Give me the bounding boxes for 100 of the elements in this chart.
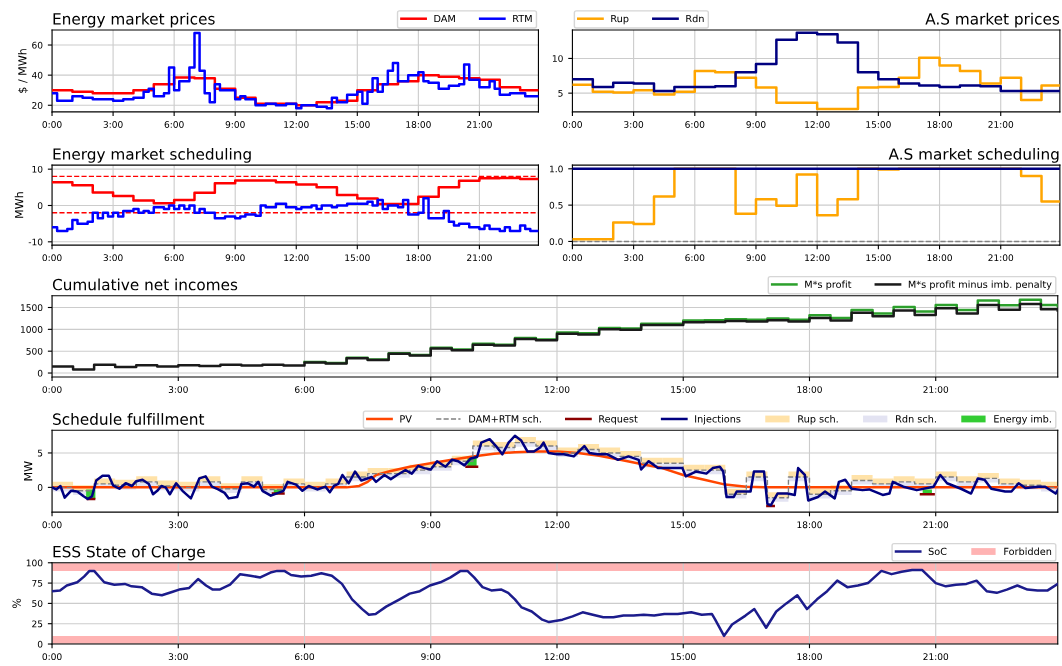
legend-label: M*s profit minus imb. penalty (908, 280, 1052, 290)
y-axis-title: $ / MWh (17, 49, 29, 93)
x-tick-label: 6:00 (685, 254, 705, 262)
x-tick-label: 12:00 (284, 254, 309, 262)
y-tick-label: 25 (32, 620, 43, 628)
x-tick-label: 18:00 (797, 386, 822, 393)
y-tick-label: 5 (558, 89, 563, 97)
legend-label: RTM (513, 15, 532, 23)
y-tick-label: 500 (26, 347, 43, 355)
x-tick-label: 3:00 (103, 254, 123, 262)
chart-title: A.S market prices (925, 12, 1060, 28)
x-tick-label: 9:00 (421, 521, 441, 529)
y-tick-label: 5 (37, 449, 43, 457)
x-tick-label: 3:00 (103, 121, 123, 128)
x-tick-label: 0:00 (42, 653, 62, 661)
x-tick-label: 9:00 (225, 121, 245, 128)
x-tick-label: 3:00 (168, 386, 188, 393)
x-tick-label: 18:00 (927, 121, 952, 128)
x-tick-label: 0:00 (42, 386, 62, 393)
x-tick-label: 9:00 (421, 386, 441, 393)
y-tick-label: 10 (32, 165, 43, 173)
x-tick-label: 6:00 (295, 386, 315, 393)
y-tick-label: 60 (32, 41, 43, 49)
y-tick-label: 0 (37, 484, 43, 491)
x-tick-label: 21:00 (467, 254, 492, 262)
x-tick-label: 9:00 (746, 254, 766, 262)
y-tick-label: 20 (32, 101, 43, 109)
legend-label: Energy imb. (994, 414, 1051, 425)
y-tick-label: 10 (552, 55, 563, 62)
x-tick-label: 0:00 (562, 121, 582, 128)
x-tick-label: 15:00 (671, 386, 696, 393)
x-tick-label: 0:00 (562, 254, 582, 262)
x-tick-label: 21:00 (923, 521, 949, 529)
legend-label: Rup sch. (798, 414, 838, 425)
chart-title: Energy market prices (53, 12, 215, 28)
x-tick-label: 0:00 (42, 254, 62, 262)
y-axis-title: % (12, 598, 21, 609)
x-tick-label: 18:00 (797, 653, 822, 661)
x-tick-label: 12:00 (544, 653, 570, 661)
x-tick-label: 3:00 (624, 254, 644, 262)
y-tick-label: 1000 (21, 326, 43, 333)
x-tick-label: 12:00 (284, 121, 309, 128)
legend-label: Rdn (686, 14, 704, 23)
x-tick-label: 21:00 (923, 653, 949, 661)
x-tick-label: 3:00 (168, 521, 188, 529)
x-tick-label: 12:00 (805, 121, 830, 128)
y-axis-title: MWh (14, 192, 24, 218)
x-tick-label: 15:00 (866, 121, 891, 128)
chart-title: Schedule fulfillment (53, 413, 205, 425)
x-tick-label: 21:00 (988, 121, 1014, 128)
legend-label: SoC (928, 547, 947, 556)
x-tick-label: 21:00 (988, 254, 1014, 262)
y-tick-label: 50 (32, 600, 43, 607)
x-tick-label: 15:00 (345, 121, 370, 128)
legend-label: DAM+RTM sch. (469, 414, 541, 423)
legend-label: PV (400, 415, 412, 423)
legend-label: M*s profit (805, 280, 852, 290)
x-tick-label: 15:00 (671, 521, 696, 529)
legend-label: Request (599, 415, 638, 425)
legend-label: DAM (434, 15, 455, 23)
x-tick-label: 15:00 (671, 653, 696, 661)
x-tick-label: 6:00 (295, 521, 315, 529)
x-tick-label: 12:00 (544, 521, 570, 529)
x-tick-label: 6:00 (164, 254, 184, 262)
y-tick-label: 0.0 (549, 238, 563, 246)
x-tick-label: 15:00 (345, 254, 370, 262)
y-tick-label: 0 (37, 202, 43, 210)
x-tick-label: 6:00 (164, 121, 184, 128)
y-tick-label: 0 (37, 640, 43, 648)
y-tick-label: -10 (28, 238, 43, 246)
legend-label: Rup (611, 15, 629, 25)
y-tick-label: 1.0 (550, 165, 563, 173)
chart-title: ESS State of Charge (53, 545, 205, 561)
x-tick-label: 3:00 (624, 121, 644, 128)
legend-label: Forbidden (1004, 547, 1052, 556)
chart-title: Cumulative net incomes (52, 278, 238, 291)
x-tick-label: 18:00 (406, 121, 431, 128)
x-tick-label: 9:00 (225, 254, 245, 262)
x-tick-label: 21:00 (923, 386, 949, 393)
x-tick-label: 12:00 (544, 386, 570, 393)
x-tick-label: 18:00 (797, 521, 822, 529)
y-tick-label: 0 (37, 369, 43, 377)
y-tick-label: 40 (31, 71, 43, 79)
x-tick-label: 3:00 (168, 653, 188, 661)
x-tick-label: 12:00 (805, 254, 830, 262)
legend-label: Injections (695, 414, 741, 425)
x-tick-label: 6:00 (685, 121, 705, 128)
x-tick-label: 9:00 (421, 653, 441, 661)
x-tick-label: 18:00 (927, 254, 952, 262)
y-tick-label: 100 (26, 559, 43, 567)
x-tick-label: 0:00 (42, 121, 62, 128)
chart-title: A.S market scheduling (888, 148, 1059, 163)
y-axis-title: MW (24, 461, 33, 481)
chart-title: Energy market scheduling (53, 148, 251, 163)
x-tick-label: 9:00 (746, 121, 766, 128)
x-tick-label: 15:00 (866, 254, 891, 262)
y-tick-label: 75 (32, 579, 43, 587)
y-tick-label: 1500 (21, 304, 43, 312)
legend-label: Rdn sch. (896, 414, 936, 423)
y-tick-label: 0.5 (549, 201, 563, 209)
